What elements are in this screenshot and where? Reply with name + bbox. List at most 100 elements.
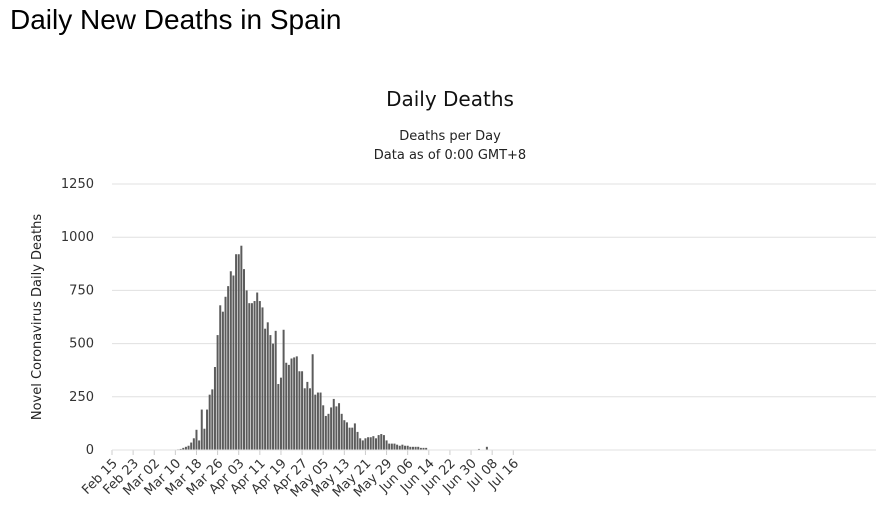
bar	[419, 447, 422, 450]
bar	[195, 429, 198, 450]
bar	[198, 440, 201, 450]
bar	[211, 389, 214, 450]
bar	[340, 413, 343, 450]
bar	[306, 381, 309, 450]
bar	[411, 446, 414, 450]
bar	[359, 438, 362, 450]
y-tick-label: 0	[86, 443, 94, 458]
bar	[353, 423, 356, 450]
bar	[324, 415, 327, 450]
bar	[348, 427, 351, 450]
bar	[477, 448, 480, 450]
bar	[390, 443, 393, 450]
bar	[343, 420, 346, 450]
y-axis-ticks: 0 250 500 750 1000 1250	[61, 177, 94, 458]
bar	[335, 406, 338, 450]
bar	[406, 445, 409, 450]
bar	[367, 437, 370, 450]
bar	[372, 436, 375, 450]
bar	[187, 445, 190, 450]
bar	[216, 335, 219, 450]
bar	[243, 269, 245, 450]
chart-subtitle-2: Data as of 0:00 GMT+8	[374, 148, 526, 163]
bar	[404, 445, 407, 450]
bar	[287, 364, 290, 450]
bar	[290, 358, 293, 450]
bar	[338, 403, 341, 450]
bar	[425, 447, 428, 450]
bar	[382, 435, 385, 450]
chart-title: Daily Deaths	[386, 87, 514, 111]
bar	[208, 394, 211, 450]
bar	[327, 413, 330, 450]
bar	[266, 322, 269, 450]
bar	[377, 435, 380, 450]
bar	[396, 444, 399, 450]
bar	[179, 448, 182, 450]
bar	[272, 343, 275, 450]
bar	[258, 301, 261, 450]
bar	[190, 442, 193, 450]
bar	[261, 307, 264, 450]
bar	[237, 254, 240, 450]
bar	[414, 446, 417, 450]
bar	[369, 437, 372, 450]
bar	[485, 446, 488, 450]
bar	[311, 354, 314, 450]
bar	[301, 371, 304, 450]
bar	[224, 296, 227, 450]
bar	[380, 434, 383, 450]
bar	[298, 371, 301, 450]
bar	[295, 356, 298, 450]
y-tick-label: 750	[69, 283, 94, 298]
bar	[422, 447, 425, 450]
bar	[309, 388, 311, 450]
bar	[213, 367, 216, 450]
bar	[351, 427, 354, 450]
bar	[388, 443, 391, 450]
bar	[282, 329, 285, 450]
bar	[200, 409, 203, 450]
bar	[221, 311, 224, 450]
bar	[314, 394, 317, 450]
bar	[250, 303, 253, 450]
grid-lines	[112, 183, 876, 398]
bar	[274, 330, 277, 450]
bar	[253, 301, 256, 450]
bar	[264, 328, 267, 450]
bar	[248, 303, 251, 450]
bar	[409, 446, 412, 450]
bar	[245, 290, 248, 450]
bar	[330, 407, 333, 450]
bar	[356, 431, 359, 450]
bar	[192, 438, 195, 450]
y-axis-label: Novel Coronavirus Daily Deaths	[30, 214, 45, 420]
bar	[182, 447, 185, 450]
bar	[332, 398, 335, 450]
bars-layer	[177, 245, 488, 450]
bar	[227, 286, 230, 450]
bar	[322, 405, 325, 450]
bar	[401, 444, 404, 450]
bar	[240, 245, 243, 450]
bar	[345, 422, 348, 450]
bar	[256, 292, 259, 450]
bar	[316, 392, 319, 450]
bar	[285, 362, 288, 450]
bar	[203, 428, 206, 450]
y-tick-label: 500	[69, 337, 94, 352]
bar	[219, 305, 222, 450]
bar	[229, 271, 232, 450]
bar	[277, 384, 280, 450]
bar	[393, 443, 396, 450]
bar	[364, 438, 367, 450]
y-tick-label: 1000	[61, 230, 94, 245]
bar	[184, 446, 187, 450]
bar	[269, 335, 272, 450]
chart-subtitle-1: Deaths per Day	[399, 129, 501, 144]
bar	[235, 254, 238, 450]
bar	[279, 377, 282, 450]
page-title: Daily New Deaths in Spain	[10, 4, 342, 35]
